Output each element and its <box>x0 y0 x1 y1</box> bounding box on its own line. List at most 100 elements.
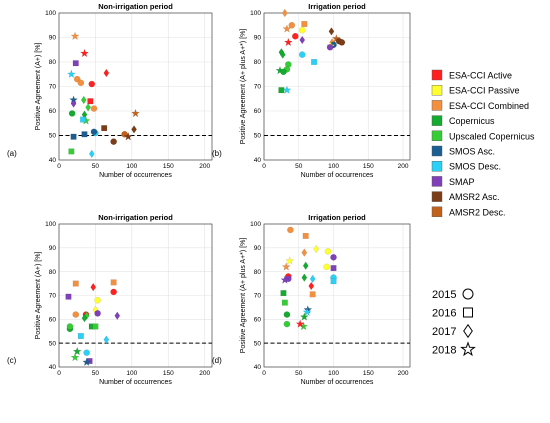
legend-label: ESA-CCI Combined <box>449 101 529 111</box>
y-tick-label: 50 <box>254 133 262 140</box>
x-tick-label: 100 <box>126 370 137 377</box>
y-tick-label: 60 <box>254 108 262 115</box>
data-point <box>66 323 74 330</box>
data-point <box>301 21 308 27</box>
data-point <box>80 116 86 123</box>
data-point <box>326 44 334 51</box>
y-tick-label: 80 <box>254 59 262 66</box>
data-point <box>70 133 77 140</box>
data-point <box>70 352 80 362</box>
data-point <box>68 110 76 117</box>
data-point <box>65 293 72 300</box>
data-point <box>123 132 133 141</box>
x-tick-label: 200 <box>398 370 409 377</box>
legend-year-label: 2016 <box>432 308 456 320</box>
x-tick-label: 0 <box>57 370 61 377</box>
data-point <box>72 280 79 287</box>
data-point <box>285 256 295 265</box>
data-point <box>72 60 79 67</box>
y-tick-label: 50 <box>49 133 57 140</box>
data-point <box>280 290 287 297</box>
data-point <box>283 320 291 328</box>
data-point <box>281 299 288 306</box>
data-point <box>103 68 110 78</box>
data-point <box>299 312 309 321</box>
data-point <box>103 335 110 344</box>
y-tick-label: 60 <box>49 108 57 115</box>
data-point <box>280 275 290 284</box>
y-tick-label: 40 <box>254 157 262 164</box>
y-tick-label: 40 <box>254 364 262 371</box>
panels-group: 0 50 100 150 200 40 50 60 70 80 90 100 Non-irrigatio… <box>7 2 411 386</box>
data-point <box>324 248 332 255</box>
data-point <box>309 291 316 298</box>
data-point <box>323 263 330 271</box>
data-point <box>72 346 82 356</box>
y-axis-label: Positive Agreement (A+ plus A+*) [%] <box>240 238 247 354</box>
panel-title: Non-irrigation period <box>98 213 173 222</box>
data-point <box>283 37 293 47</box>
data-point <box>313 244 319 254</box>
legend-swatch <box>431 130 443 142</box>
y-axis-label: Positive Agreement (A+) [%] <box>35 252 42 340</box>
plot-frame <box>263 223 411 368</box>
data-point <box>283 311 291 318</box>
data-point <box>279 50 286 59</box>
x-tick-label: 150 <box>163 370 174 377</box>
legend-diamond-icon <box>463 323 473 339</box>
data-point <box>114 311 121 320</box>
y-tick-label: 90 <box>254 35 262 42</box>
data-point <box>301 273 308 282</box>
data-point <box>66 69 76 79</box>
y-tick-label: 50 <box>254 340 262 347</box>
legend-label: Copernicus <box>449 116 495 126</box>
data-point <box>308 281 315 291</box>
data-point <box>282 8 288 18</box>
x-tick-label: 50 <box>92 370 100 377</box>
data-point <box>131 125 137 134</box>
legend-swatch <box>431 115 443 126</box>
data-point <box>287 226 294 234</box>
legend-label: SMOS Asc. <box>449 147 495 157</box>
data-point <box>83 311 90 320</box>
x-tick-label: 0 <box>57 163 61 170</box>
y-tick-label: 90 <box>49 35 57 42</box>
legend-star-icon <box>460 341 476 357</box>
y-axis-label: Positive Agreement (A+) [%] <box>35 43 42 131</box>
x-tick-label: 100 <box>126 163 137 170</box>
data-point <box>278 87 285 94</box>
data-point <box>131 108 140 118</box>
legend-swatch <box>431 191 443 202</box>
data-point <box>301 248 308 257</box>
legend-label: ESA-CCI Active <box>449 71 512 81</box>
y-tick-label: 70 <box>49 84 57 91</box>
y-tick-label: 60 <box>49 317 57 324</box>
legend-label: SMAP <box>449 177 475 187</box>
data-point <box>110 279 117 286</box>
legend-swatch <box>431 145 443 157</box>
plot-frame <box>58 12 213 161</box>
data-point <box>292 33 299 40</box>
data-point <box>88 80 96 88</box>
legend-label: Upscaled Copernicus <box>449 131 535 141</box>
legend: ESA-CCI Active ESA-CCI Passive ESA-CCI Com… <box>431 69 535 357</box>
data-point <box>90 283 97 292</box>
x-tick-label: 100 <box>328 163 339 170</box>
legend-swatch <box>431 100 443 111</box>
x-tick-label: 200 <box>199 163 210 170</box>
data-point <box>330 278 337 285</box>
data-point <box>295 319 305 328</box>
panel-title: Irrigation period <box>308 2 366 11</box>
y-tick-label: 100 <box>250 221 261 228</box>
data-point <box>90 128 98 136</box>
y-tick-label: 40 <box>49 157 57 164</box>
data-point <box>92 323 99 330</box>
y-tick-label: 70 <box>49 293 57 300</box>
y-tick-label: 80 <box>49 59 57 66</box>
panel-d: 0 50 100 150 200 40 50 60 70 80 90 100 Irrigation pe… <box>212 213 411 386</box>
panel-a: 0 50 100 150 200 40 50 60 70 80 90 100 Non-irrigatio… <box>7 2 213 179</box>
data-point <box>77 79 85 87</box>
data-point <box>68 148 75 155</box>
data-point <box>302 307 312 316</box>
x-axis-label: Number of occurrences <box>301 379 374 386</box>
